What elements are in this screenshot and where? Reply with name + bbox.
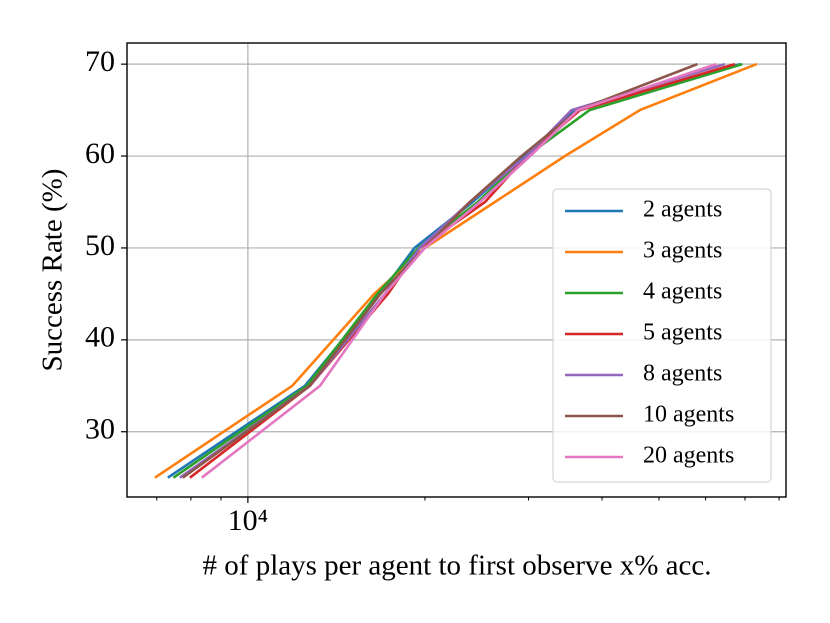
y-axis-label: Success Rate (%) (37, 169, 69, 372)
legend-label: 20 agents (643, 443, 734, 469)
x-axis-label: # of plays per agent to first observe x%… (203, 550, 712, 582)
y-tick-label: 70 (85, 45, 115, 78)
legend: 2 agents 3 agents 4 agents 5 agents 8 agents… (552, 188, 772, 483)
legend-label: 10 agents (643, 402, 734, 428)
plot-frame (126, 42, 787, 498)
y-tick-label: 30 (85, 413, 115, 446)
legend-box (552, 188, 772, 483)
legend-label: 4 agents (643, 279, 722, 305)
legend-label: 3 agents (643, 238, 722, 264)
y-tick-label: 40 (85, 321, 115, 354)
y-tick-label: 60 (85, 137, 115, 170)
series-line (201, 62, 717, 479)
legend-label: 2 agents (643, 197, 722, 223)
series-line (154, 62, 758, 479)
legend-label: 8 agents (643, 361, 722, 387)
legend-label: 5 agents (643, 320, 722, 346)
x-tick-label: 10⁴ (228, 504, 268, 537)
y-tick-label: 50 (85, 229, 115, 262)
